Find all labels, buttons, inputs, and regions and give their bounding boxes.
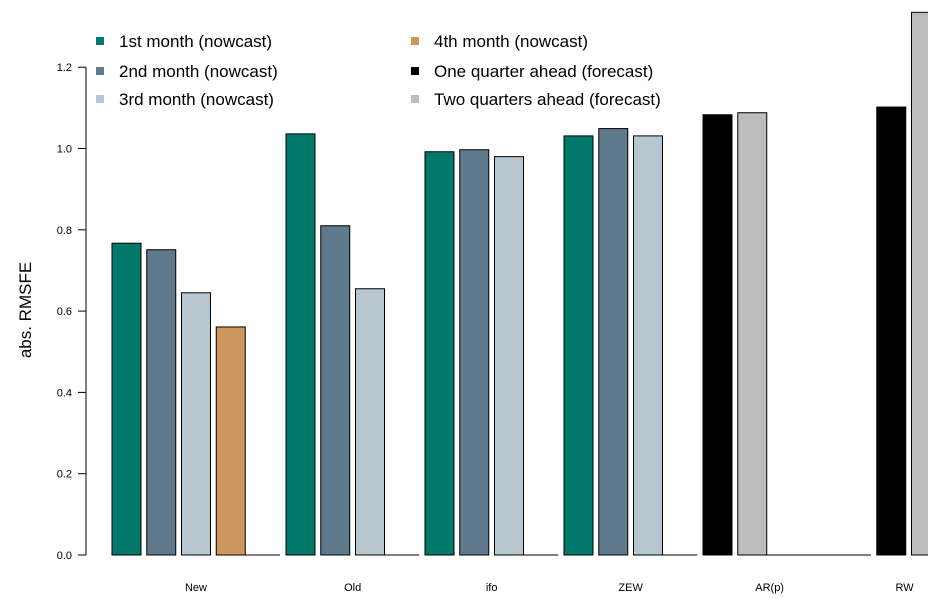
bar (321, 226, 350, 555)
x-category-label: ZEW (618, 582, 643, 594)
legend-swatch (96, 95, 104, 103)
legend-label: 2nd month (nowcast) (119, 62, 278, 81)
bar (216, 327, 245, 555)
y-tick-label: 1.2 (57, 62, 72, 74)
bar (703, 115, 732, 555)
legend-label: 1st month (nowcast) (119, 32, 272, 51)
legend-label: 3rd month (nowcast) (119, 90, 274, 109)
bar (356, 289, 385, 555)
y-tick-label: 0.0 (57, 550, 72, 562)
legend-swatch (411, 95, 419, 103)
legend-swatch (411, 67, 419, 75)
bar (425, 152, 454, 555)
bar (634, 136, 663, 555)
bar (147, 250, 176, 555)
y-tick-label: 0.4 (57, 387, 72, 399)
bar (912, 12, 928, 555)
bar (877, 107, 906, 555)
x-category-label: RW (896, 582, 915, 594)
y-tick-label: 0.8 (57, 225, 72, 237)
legend-swatch (96, 67, 104, 75)
legend-swatch (411, 37, 419, 45)
bar (599, 129, 628, 555)
legend-label: One quarter ahead (forecast) (434, 62, 653, 81)
y-tick-label: 0.2 (57, 469, 72, 481)
legend-swatch (96, 37, 104, 45)
bar (182, 293, 211, 555)
bar (564, 136, 593, 555)
legend: 1st month (nowcast) 2nd month (nowcast) 3r… (96, 32, 661, 109)
y-axis: 0.0 0.2 0.4 0.6 0.8 1.0 1.2 (57, 62, 86, 562)
x-category-label: AR(p) (755, 582, 784, 594)
legend-label: 4th month (nowcast) (434, 32, 588, 51)
bar (495, 157, 524, 555)
category-labels: New Old ifo ZEW AR(p) RW (185, 582, 914, 594)
x-category-label: New (185, 582, 207, 594)
legend-label: Two quarters ahead (forecast) (434, 90, 661, 109)
y-tick-label: 0.6 (57, 306, 72, 318)
bar (460, 150, 489, 555)
y-tick-label: 1.0 (57, 144, 72, 156)
y-axis-label: abs. RMSFE (16, 262, 35, 358)
x-category-label: Old (344, 582, 361, 594)
bar (738, 113, 767, 555)
bar (286, 134, 315, 555)
bar (112, 243, 141, 555)
x-category-label: ifo (486, 582, 498, 594)
